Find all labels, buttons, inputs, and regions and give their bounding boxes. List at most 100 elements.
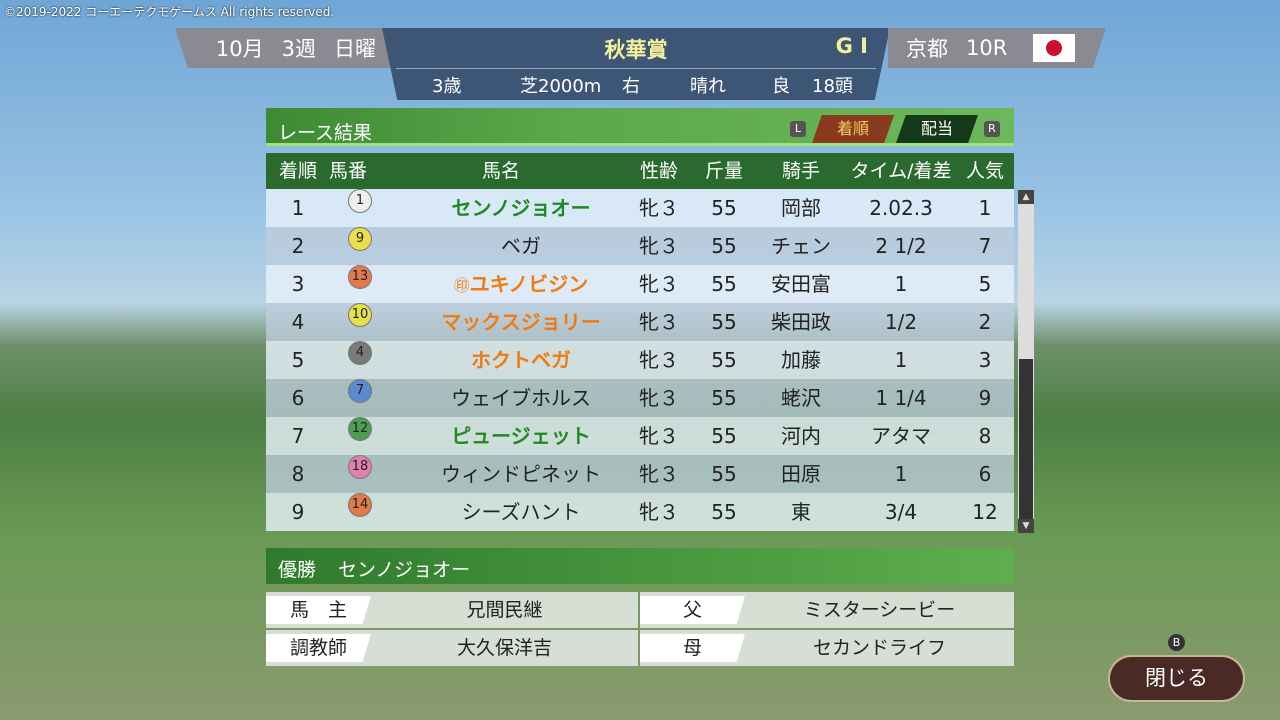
margin: アタマ [871, 424, 931, 448]
race-info: 秋華賞 G I 3歳 芝2000m 右 晴れ 良 18頭 [382, 28, 890, 100]
gate-badge: 10 [348, 303, 372, 327]
sex-age: 牝３ [639, 348, 679, 372]
table-row[interactable]: 7 12 ピュージェット 牝３ 55 河内 アタマ 8 [266, 417, 1014, 455]
table-row[interactable]: 4 10 マックスジョリー 牝３ 55 柴田政 1/2 2 [266, 303, 1014, 341]
l-key-icon[interactable]: L [790, 121, 806, 137]
horse-name-text: シーズハント [461, 500, 581, 524]
table-row[interactable]: 8 18 ウィンドピネット 牝３ 55 田原 1 6 [266, 455, 1014, 493]
col-weight: 斤量 [704, 160, 743, 182]
gate-badge: 7 [348, 379, 372, 403]
popularity: 7 [978, 234, 992, 258]
course: 京都 [906, 37, 948, 61]
race-name: 秋華賞 [604, 38, 668, 62]
month: 10月 [215, 37, 264, 61]
scrollbar[interactable]: ▲ ▼ [1018, 190, 1034, 533]
sex-age: 牝３ [639, 500, 679, 524]
col-pop: 人気 [965, 160, 1004, 182]
popularity: 5 [978, 272, 992, 296]
position: 5 [291, 348, 305, 372]
winner-label: 優勝 [278, 559, 317, 581]
horse-name: センノジョオー [406, 189, 636, 227]
dam-row: 母 セカンドライフ [640, 630, 1014, 666]
scroll-down-icon[interactable]: ▼ [1018, 519, 1034, 533]
horse-name-text: ベガ [501, 234, 541, 258]
race-number: 10R [966, 36, 1008, 60]
tab-order[interactable]: 着順 [812, 115, 894, 143]
owner-label: 馬 主 [266, 596, 371, 624]
weight: 55 [711, 234, 737, 258]
margin: 1 [894, 348, 908, 372]
horse-name-text: ウェイブホルス [451, 386, 591, 410]
date-bar: 10月 3週 日曜 [175, 28, 390, 68]
table-header: 着順 馬番 馬名 性齢 斤量 騎手 タイム/着差 人気 [266, 153, 1014, 189]
owner-value: 兄間民継 [466, 599, 543, 621]
r-key-icon[interactable]: R [984, 121, 1000, 137]
jockey: チェン [771, 234, 831, 258]
gate-badge: 13 [348, 265, 372, 289]
weather: 晴れ [690, 76, 726, 97]
sire-value: ミスターシービー [803, 599, 956, 621]
margin: 1/2 [884, 310, 918, 334]
gate-badge: 18 [348, 455, 372, 479]
popularity: 3 [978, 348, 992, 372]
sex-age: 牝３ [639, 272, 679, 296]
b-key-icon: B [1168, 634, 1185, 651]
table-row[interactable]: 2 9 ベガ 牝３ 55 チェン 2 1/2 7 [266, 227, 1014, 265]
col-name: 馬名 [481, 160, 520, 182]
horse-name-text: センノジョオー [451, 196, 591, 220]
horse-name: ピュージェット [406, 417, 636, 455]
close-button[interactable]: 閉じる [1108, 655, 1245, 702]
scroll-up-icon[interactable]: ▲ [1018, 190, 1034, 204]
position: 8 [291, 462, 305, 486]
trainer-row: 調教師 大久保洋吉 [266, 630, 638, 666]
horse-name-text: ホクトベガ [471, 348, 571, 372]
weight: 55 [711, 272, 737, 296]
scroll-thumb[interactable] [1019, 359, 1033, 519]
weight: 55 [711, 310, 737, 334]
weight: 55 [711, 462, 737, 486]
runners: 18頭 [812, 76, 853, 97]
copyright: ©2019-2022 コーエーテクモゲームス All rights reserv… [4, 5, 335, 19]
col-pos: 着順 [278, 160, 317, 182]
japan-flag-icon [1033, 34, 1076, 62]
table-row[interactable]: 9 14 シーズハント 牝３ 55 東 3/4 12 [266, 493, 1014, 531]
position: 1 [291, 196, 305, 220]
sex-age: 牝３ [639, 310, 679, 334]
table-row[interactable]: 6 7 ウェイブホルス 牝３ 55 蛯沢 1 1/4 9 [266, 379, 1014, 417]
margin: 2 1/2 [875, 234, 927, 258]
day: 日曜 [334, 37, 376, 61]
horse-name: ㊞ユキノビジン [406, 265, 636, 305]
position: 6 [291, 386, 305, 410]
horse-name: マックスジョリー [406, 303, 636, 341]
surface: 芝2000m [520, 76, 602, 97]
winner-name: センノジョオー [338, 559, 471, 581]
table-row[interactable]: 3 13 ㊞ユキノビジン 牝３ 55 安田富 1 5 [266, 265, 1014, 303]
table-row[interactable]: 5 4 ホクトベガ 牝３ 55 加藤 1 3 [266, 341, 1014, 379]
position: 9 [291, 500, 305, 524]
jockey: 田原 [781, 462, 821, 486]
horse-name-text: ウィンドピネット [441, 462, 601, 486]
horse-name-text: マックスジョリー [441, 310, 601, 334]
gate-badge: 9 [348, 227, 372, 251]
owner-row: 馬 主 兄間民継 [266, 592, 638, 628]
horse-name: ウィンドピネット [406, 455, 636, 493]
age-cond: 3歳 [432, 76, 462, 97]
popularity: 8 [978, 424, 992, 448]
panel-title: レース結果 [278, 122, 373, 144]
popularity: 1 [978, 196, 992, 220]
table-row[interactable]: 1 1 センノジョオー 牝３ 55 岡部 2.02.3 1 [266, 189, 1014, 227]
tab-payout[interactable]: 配当 [896, 115, 978, 143]
horse-name-text: ユキノビジン [469, 272, 589, 296]
sex-age: 牝３ [639, 196, 679, 220]
col-jockey: 騎手 [781, 160, 820, 182]
horse-name: ウェイブホルス [406, 379, 636, 417]
jockey: 東 [791, 500, 811, 524]
weight: 55 [711, 500, 737, 524]
col-time: タイム/着差 [850, 160, 952, 182]
margin: 1 [894, 272, 908, 296]
margin: 1 [894, 462, 908, 486]
col-sexage: 性齢 [639, 160, 678, 182]
position: 3 [291, 272, 305, 296]
weight: 55 [711, 196, 737, 220]
sex-age: 牝３ [639, 462, 679, 486]
